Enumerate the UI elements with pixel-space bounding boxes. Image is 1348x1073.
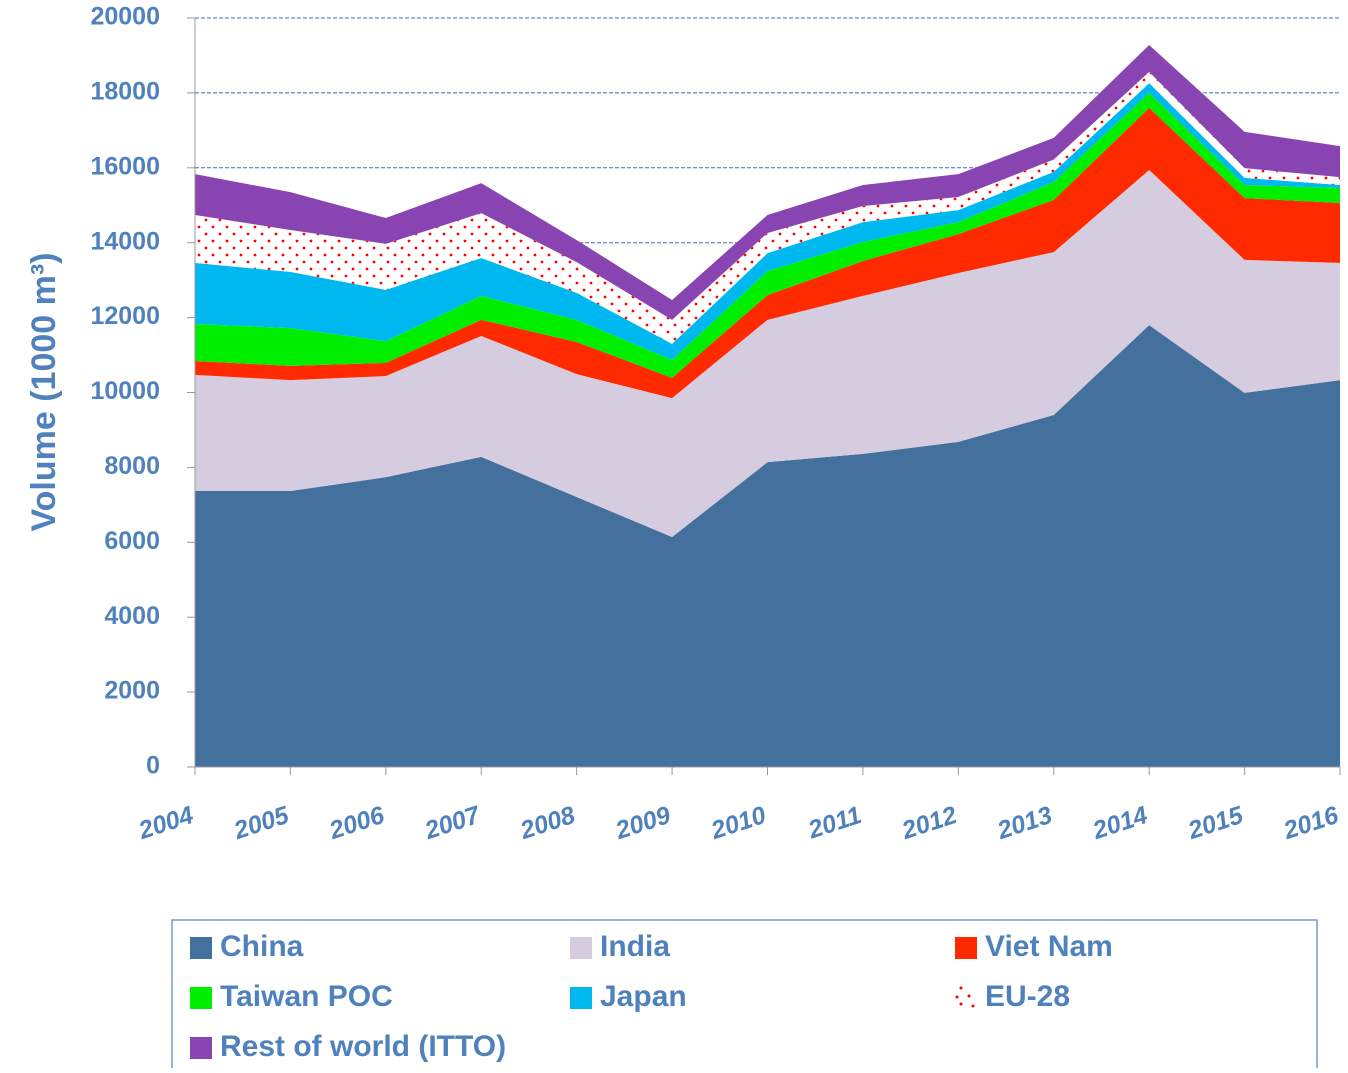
y-tick-label: 10000 xyxy=(90,377,160,405)
area xyxy=(195,83,1340,360)
x-tick-label: 2004 xyxy=(134,801,197,845)
y-tick-label: 6000 xyxy=(104,527,160,555)
x-tick-label: 2007 xyxy=(421,801,485,845)
y-tick-label: 0 xyxy=(146,752,160,780)
y-tick-label: 12000 xyxy=(90,302,160,330)
legend-swatch xyxy=(190,1037,212,1059)
legend-label: India xyxy=(600,930,670,963)
legend-label: Viet Nam xyxy=(985,930,1113,963)
legend-label: EU-28 xyxy=(985,980,1070,1013)
x-tick-label: 2013 xyxy=(993,801,1056,845)
legend-swatch xyxy=(959,1002,963,1006)
legend-label: Taiwan POC xyxy=(220,980,393,1013)
x-tick-label: 2015 xyxy=(1184,801,1248,845)
legend-swatch xyxy=(190,987,212,1009)
y-tick-label: 20000 xyxy=(90,3,160,31)
legend-label: Rest of world (ITTO) xyxy=(220,1030,506,1063)
x-tick-label: 2010 xyxy=(707,801,770,845)
y-tick-label: 16000 xyxy=(90,152,160,180)
x-tick-label: 2006 xyxy=(325,801,389,845)
y-tick-label: 8000 xyxy=(104,452,160,480)
y-tick-label: 2000 xyxy=(104,677,160,705)
legend-swatch xyxy=(955,937,977,959)
legend-label: Japan xyxy=(600,980,687,1013)
y-tick-label: 4000 xyxy=(104,602,160,630)
legend-swatch xyxy=(955,995,959,999)
legend-swatch xyxy=(971,1004,975,1008)
area xyxy=(195,92,1340,378)
x-tick-label: 2005 xyxy=(230,801,294,845)
x-tick-label: 2011 xyxy=(804,801,865,845)
x-tick-label: 2016 xyxy=(1279,801,1343,845)
legend-swatch xyxy=(959,986,963,990)
legend-swatch xyxy=(967,994,971,998)
x-tick-label: 2012 xyxy=(898,801,961,845)
area xyxy=(195,107,1340,399)
area xyxy=(195,325,1340,767)
y-tick-label: 14000 xyxy=(90,227,160,255)
y-tick-label: 18000 xyxy=(90,78,160,106)
y-axis-title: Volume (1000 m³) xyxy=(25,252,63,531)
x-tick-label: 2009 xyxy=(611,801,674,845)
x-tick-label: 2014 xyxy=(1089,801,1152,845)
legend-swatch xyxy=(190,937,212,959)
legend-swatch xyxy=(570,937,592,959)
legend-swatch xyxy=(570,987,592,1009)
area xyxy=(195,170,1340,538)
x-tick-label: 2008 xyxy=(516,801,579,845)
legend-label: China xyxy=(220,930,304,963)
